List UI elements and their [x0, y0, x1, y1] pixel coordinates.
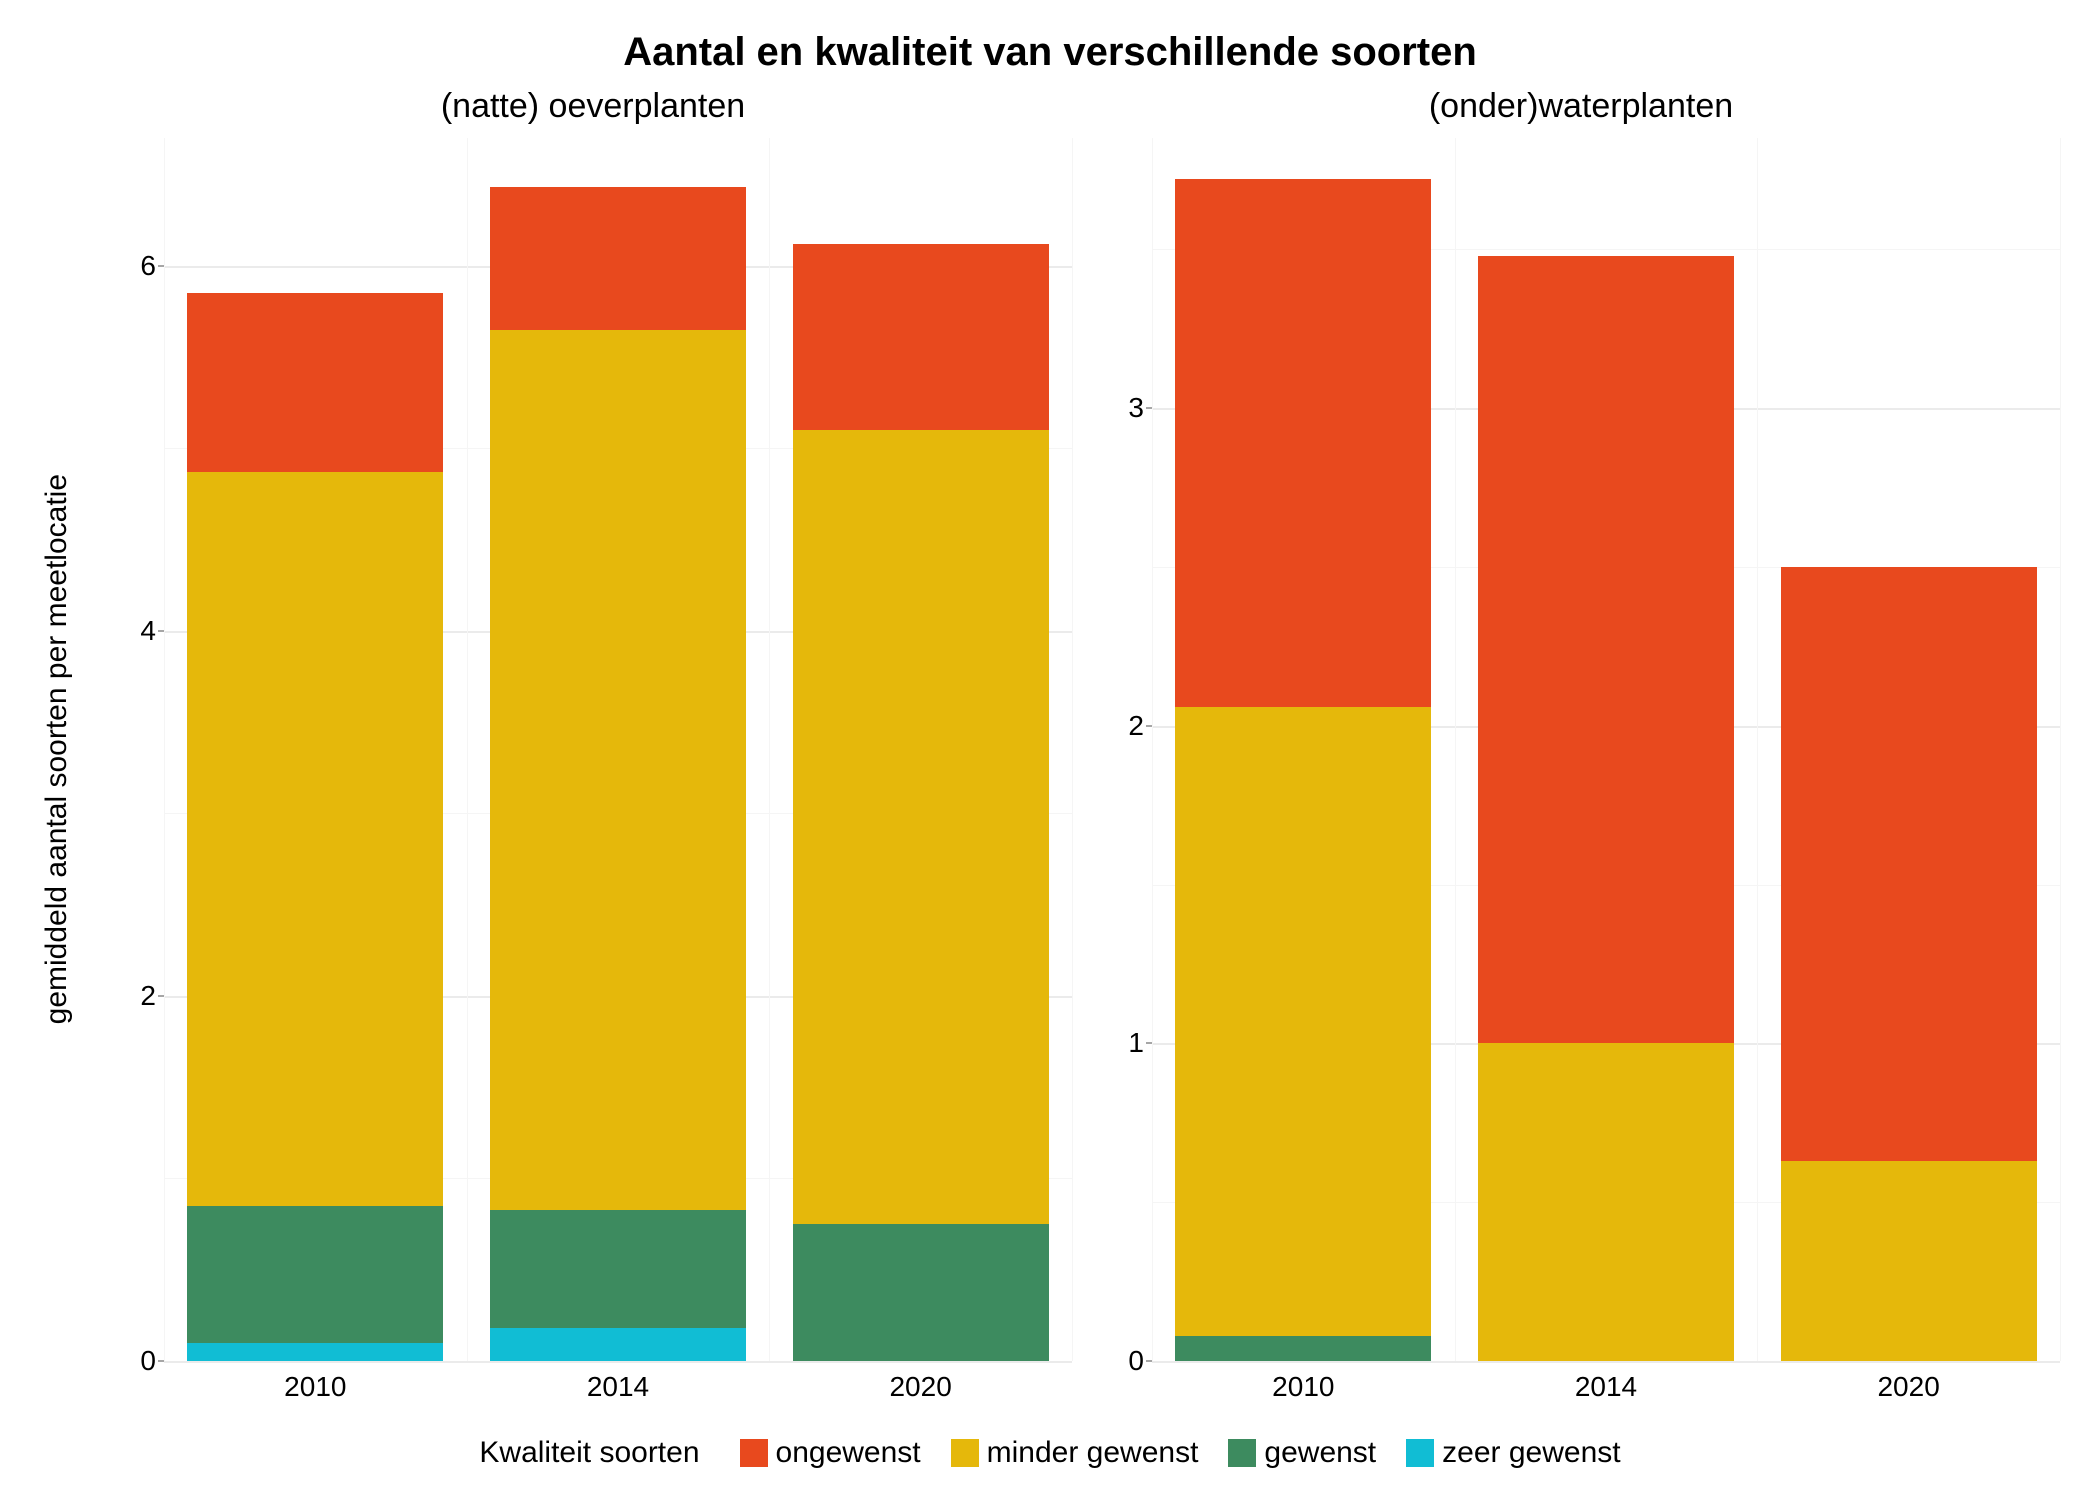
bar-stack	[1478, 138, 1734, 1361]
segment-minder_gewenst	[793, 430, 1049, 1224]
y-tick-label: 1	[1128, 1027, 1144, 1059]
x-tick-label: 2020	[1877, 1371, 1939, 1403]
segment-minder_gewenst	[1478, 1043, 1734, 1361]
y-tick-label: 0	[1128, 1345, 1144, 1377]
segment-minder_gewenst	[187, 472, 443, 1206]
bar-2014	[482, 138, 754, 1361]
x-axis: 2010 2014 2020	[1152, 1361, 2060, 1411]
segment-minder_gewenst	[490, 330, 746, 1210]
x-axis: 2010 2014 2020	[164, 1361, 1072, 1411]
chart-container: Aantal en kwaliteit van verschillende so…	[40, 30, 2060, 1470]
legend-title: Kwaliteit soorten	[479, 1436, 699, 1470]
segment-zeer_gewenst	[187, 1343, 443, 1361]
segment-ongewenst	[1175, 179, 1431, 706]
y-axis: 0246	[114, 138, 164, 1361]
segment-minder_gewenst	[1175, 707, 1431, 1336]
bar-stack	[1781, 138, 2037, 1361]
plot	[164, 138, 1072, 1361]
y-tick-label: 3	[1128, 392, 1144, 424]
segment-ongewenst	[490, 187, 746, 329]
legend-label: minder gewenst	[987, 1436, 1199, 1470]
main-title: Aantal en kwaliteit van verschillende so…	[40, 30, 2060, 75]
plot-area: 0246	[114, 138, 1072, 1361]
segment-gewenst	[1175, 1336, 1431, 1361]
y-axis: 0123	[1102, 138, 1152, 1361]
segment-gewenst	[490, 1210, 746, 1329]
panel-0: (natte) oeverplanten 0 2 4 6 2010 2014 2020	[114, 87, 1072, 1411]
legend: Kwaliteit soorten ongewenst minder gewens…	[40, 1411, 2060, 1470]
x-tick-label: 2014	[587, 1371, 649, 1403]
legend-swatch	[740, 1439, 768, 1467]
legend-swatch	[1406, 1439, 1434, 1467]
bars	[1152, 138, 2060, 1361]
x-tick-label: 2010	[1272, 1371, 1334, 1403]
legend-swatch	[951, 1439, 979, 1467]
legend-item-ongewenst: ongewenst	[740, 1436, 921, 1470]
y-tick-label: 2	[1128, 710, 1144, 742]
segment-zeer_gewenst	[490, 1328, 746, 1361]
bar-2014	[1470, 138, 1742, 1361]
x-tick-label: 2014	[1575, 1371, 1637, 1403]
plot	[1152, 138, 2060, 1361]
panels-row: gemiddeld aantal soorten per meetlocatie…	[40, 87, 2060, 1411]
bar-stack	[490, 138, 746, 1361]
y-tick-label: 6	[140, 250, 156, 282]
bar-2010	[1167, 138, 1439, 1361]
plot-area: 0123	[1102, 138, 2060, 1361]
grid-line-major	[1152, 1361, 2060, 1363]
legend-item-minder_gewenst: minder gewenst	[951, 1436, 1199, 1470]
bar-stack	[793, 138, 1049, 1361]
segment-ongewenst	[1781, 567, 2037, 1161]
bars	[164, 138, 1072, 1361]
grid-line-v	[2060, 138, 2061, 1361]
y-tick-label: 0	[140, 1345, 156, 1377]
bar-stack	[187, 138, 443, 1361]
segment-ongewenst	[793, 244, 1049, 430]
y-axis-label: gemiddeld aantal soorten per meetlocatie	[40, 474, 74, 1024]
legend-item-zeer_gewenst: zeer gewenst	[1406, 1436, 1620, 1470]
panel-1: (onder)waterplanten 0 1 2 3 2010 2014 2020	[1102, 87, 2060, 1411]
bar-stack	[1175, 138, 1431, 1361]
segment-ongewenst	[187, 293, 443, 472]
legend-swatch	[1228, 1439, 1256, 1467]
segment-minder_gewenst	[1781, 1161, 2037, 1361]
x-tick-label: 2010	[284, 1371, 346, 1403]
bar-2010	[179, 138, 451, 1361]
bar-2020	[1772, 138, 2044, 1361]
bar-2020	[784, 138, 1056, 1361]
segment-gewenst	[187, 1206, 443, 1343]
legend-label: gewenst	[1264, 1436, 1376, 1470]
y-tick-label: 4	[140, 615, 156, 647]
panel-title: (onder)waterplanten	[1102, 87, 2060, 126]
segment-gewenst	[793, 1224, 1049, 1361]
legend-label: ongewenst	[776, 1436, 921, 1470]
y-tick-label: 2	[140, 980, 156, 1012]
x-tick-label: 2020	[889, 1371, 951, 1403]
grid-line-major	[164, 1361, 1072, 1363]
segment-ongewenst	[1478, 256, 1734, 1044]
grid-line-v	[1072, 138, 1073, 1361]
panel-title: (natte) oeverplanten	[114, 87, 1072, 126]
legend-item-gewenst: gewenst	[1228, 1436, 1376, 1470]
legend-label: zeer gewenst	[1442, 1436, 1620, 1470]
